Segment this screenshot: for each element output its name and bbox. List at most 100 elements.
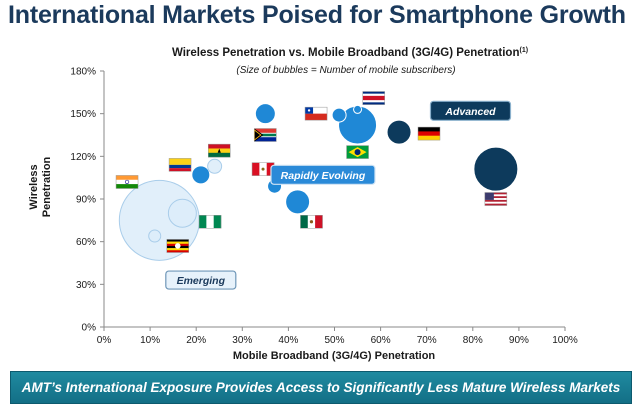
flag-border [166, 239, 190, 253]
group-label-text: Rapidly Evolving [281, 170, 366, 182]
flag-stripe [484, 194, 507, 197]
flag-emblem [174, 243, 181, 249]
flag-stripe [484, 199, 507, 202]
flag-stripe [169, 168, 192, 172]
bubble-point [254, 103, 276, 125]
y-tick-label: 60% [76, 237, 96, 248]
flag-emblem [354, 149, 361, 156]
flag-stripe [208, 152, 231, 158]
flag-stripe [116, 179, 139, 185]
x-tick-label: 70% [417, 335, 437, 346]
flag-stripe [418, 127, 441, 132]
flag-stripe [254, 133, 277, 137]
flag-border [254, 128, 277, 142]
flag-stripe [362, 93, 385, 97]
flag-germany-icon [417, 126, 441, 141]
group-label-text: Advanced [444, 106, 496, 118]
flag-border [115, 175, 139, 189]
x-tick-label: 30% [232, 335, 252, 346]
x-tick-label: 0% [97, 335, 112, 346]
footer-text: AMT’s International Exposure Provides Ac… [21, 380, 621, 395]
flag-stripe [418, 131, 441, 136]
bubble-point [148, 229, 162, 243]
flag-border [417, 126, 441, 141]
flag-border [484, 192, 508, 206]
flag-stripe [362, 102, 385, 105]
flag-stripe [166, 250, 189, 253]
page-title: International Markets Poised for Smartph… [8, 1, 626, 29]
chart-subtitle: (Size of bubbles = Number of mobile subs… [236, 65, 455, 76]
flag-south-africa-icon [253, 128, 277, 142]
y-axis-label-line-1: Wireless [28, 164, 40, 209]
group-label-box [270, 164, 376, 185]
group-label-text: Emerging [177, 275, 226, 287]
x-axis-label: Mobile Broadband (3G/4G) Penetration [233, 350, 436, 362]
y-tick-label: 150% [70, 109, 96, 120]
flag-stripe [254, 128, 277, 135]
flag-border [168, 158, 192, 172]
chart-title: Wireless Penetration vs. Mobile Broadban… [172, 47, 528, 59]
flag-emblem [309, 220, 314, 224]
x-tick-label: 60% [371, 335, 391, 346]
flag-stripe [362, 91, 385, 94]
flag-colombia-icon [168, 158, 192, 172]
flag-stripe [116, 175, 139, 180]
flag-stripe [418, 135, 441, 141]
bubble-point [473, 146, 519, 192]
x-tick-label: 10% [140, 335, 160, 346]
flag-chile-icon [304, 106, 328, 121]
flag-border [346, 145, 369, 159]
x-tick-label: 90% [509, 335, 529, 346]
flag-emblem [124, 179, 130, 185]
flag-stripe [362, 100, 385, 103]
bubble-point [207, 158, 223, 174]
flag-nigeria-icon [198, 215, 222, 229]
flag-canton [484, 192, 494, 200]
flag-india-icon [115, 175, 139, 189]
y-axis-label: WirelessPenetration [28, 156, 53, 217]
y-tick-label: 30% [76, 280, 96, 291]
flag-border [300, 215, 323, 229]
x-tick-label: 40% [278, 335, 298, 346]
flag-border [198, 215, 222, 229]
chart-title-main: Wireless Penetration vs. Mobile Broadban… [172, 47, 520, 59]
flag-brazil-icon [346, 145, 369, 159]
bubble-point [353, 104, 363, 114]
flag-stripe [199, 215, 207, 229]
flag-stripe [315, 215, 323, 229]
y-axis-label-line-2: Penetration [41, 156, 53, 217]
flag-stripe [116, 184, 139, 189]
group-label-evolving: Rapidly Evolving [270, 164, 376, 185]
y-tick-label: 90% [76, 195, 96, 206]
group-label-emerging: Emerging [165, 270, 237, 290]
flag-stripe [484, 201, 507, 204]
flag-costa-rica-icon [362, 91, 385, 105]
bubble-point [386, 119, 412, 145]
flag-stripe [484, 192, 507, 195]
flag-stripe [213, 215, 222, 229]
chart-title-superscript: (1) [519, 47, 528, 54]
y-tick-label: 0% [82, 323, 97, 334]
flag-stripe [166, 239, 189, 242]
bubble-point [285, 189, 311, 215]
flag-uganda-icon [166, 239, 190, 253]
flag-stripe [166, 241, 189, 244]
y-tick-label: 120% [70, 152, 96, 163]
flag-stripe [169, 158, 192, 165]
flag-emblem [217, 148, 221, 153]
flag-border [304, 106, 328, 121]
flag-stripe [254, 135, 277, 142]
flag-mexico-icon [300, 215, 323, 229]
group-label-advanced: Advanced [429, 100, 512, 121]
x-tick-label: 100% [552, 335, 578, 346]
flag-border [208, 143, 231, 158]
bubble-point [331, 107, 347, 123]
axes: 0% 10% 20% 30% 40% 50% 60% 70% 80% 90% 100% 0% 30% 60… [70, 67, 577, 347]
flag-border [362, 91, 385, 105]
y-tick-label: 180% [70, 67, 96, 78]
flag-stripe [252, 162, 260, 176]
flag-united-states-icon [484, 192, 508, 206]
group-label-box [165, 270, 237, 290]
flag-stripe [362, 95, 385, 101]
flag-stripe [305, 113, 328, 121]
